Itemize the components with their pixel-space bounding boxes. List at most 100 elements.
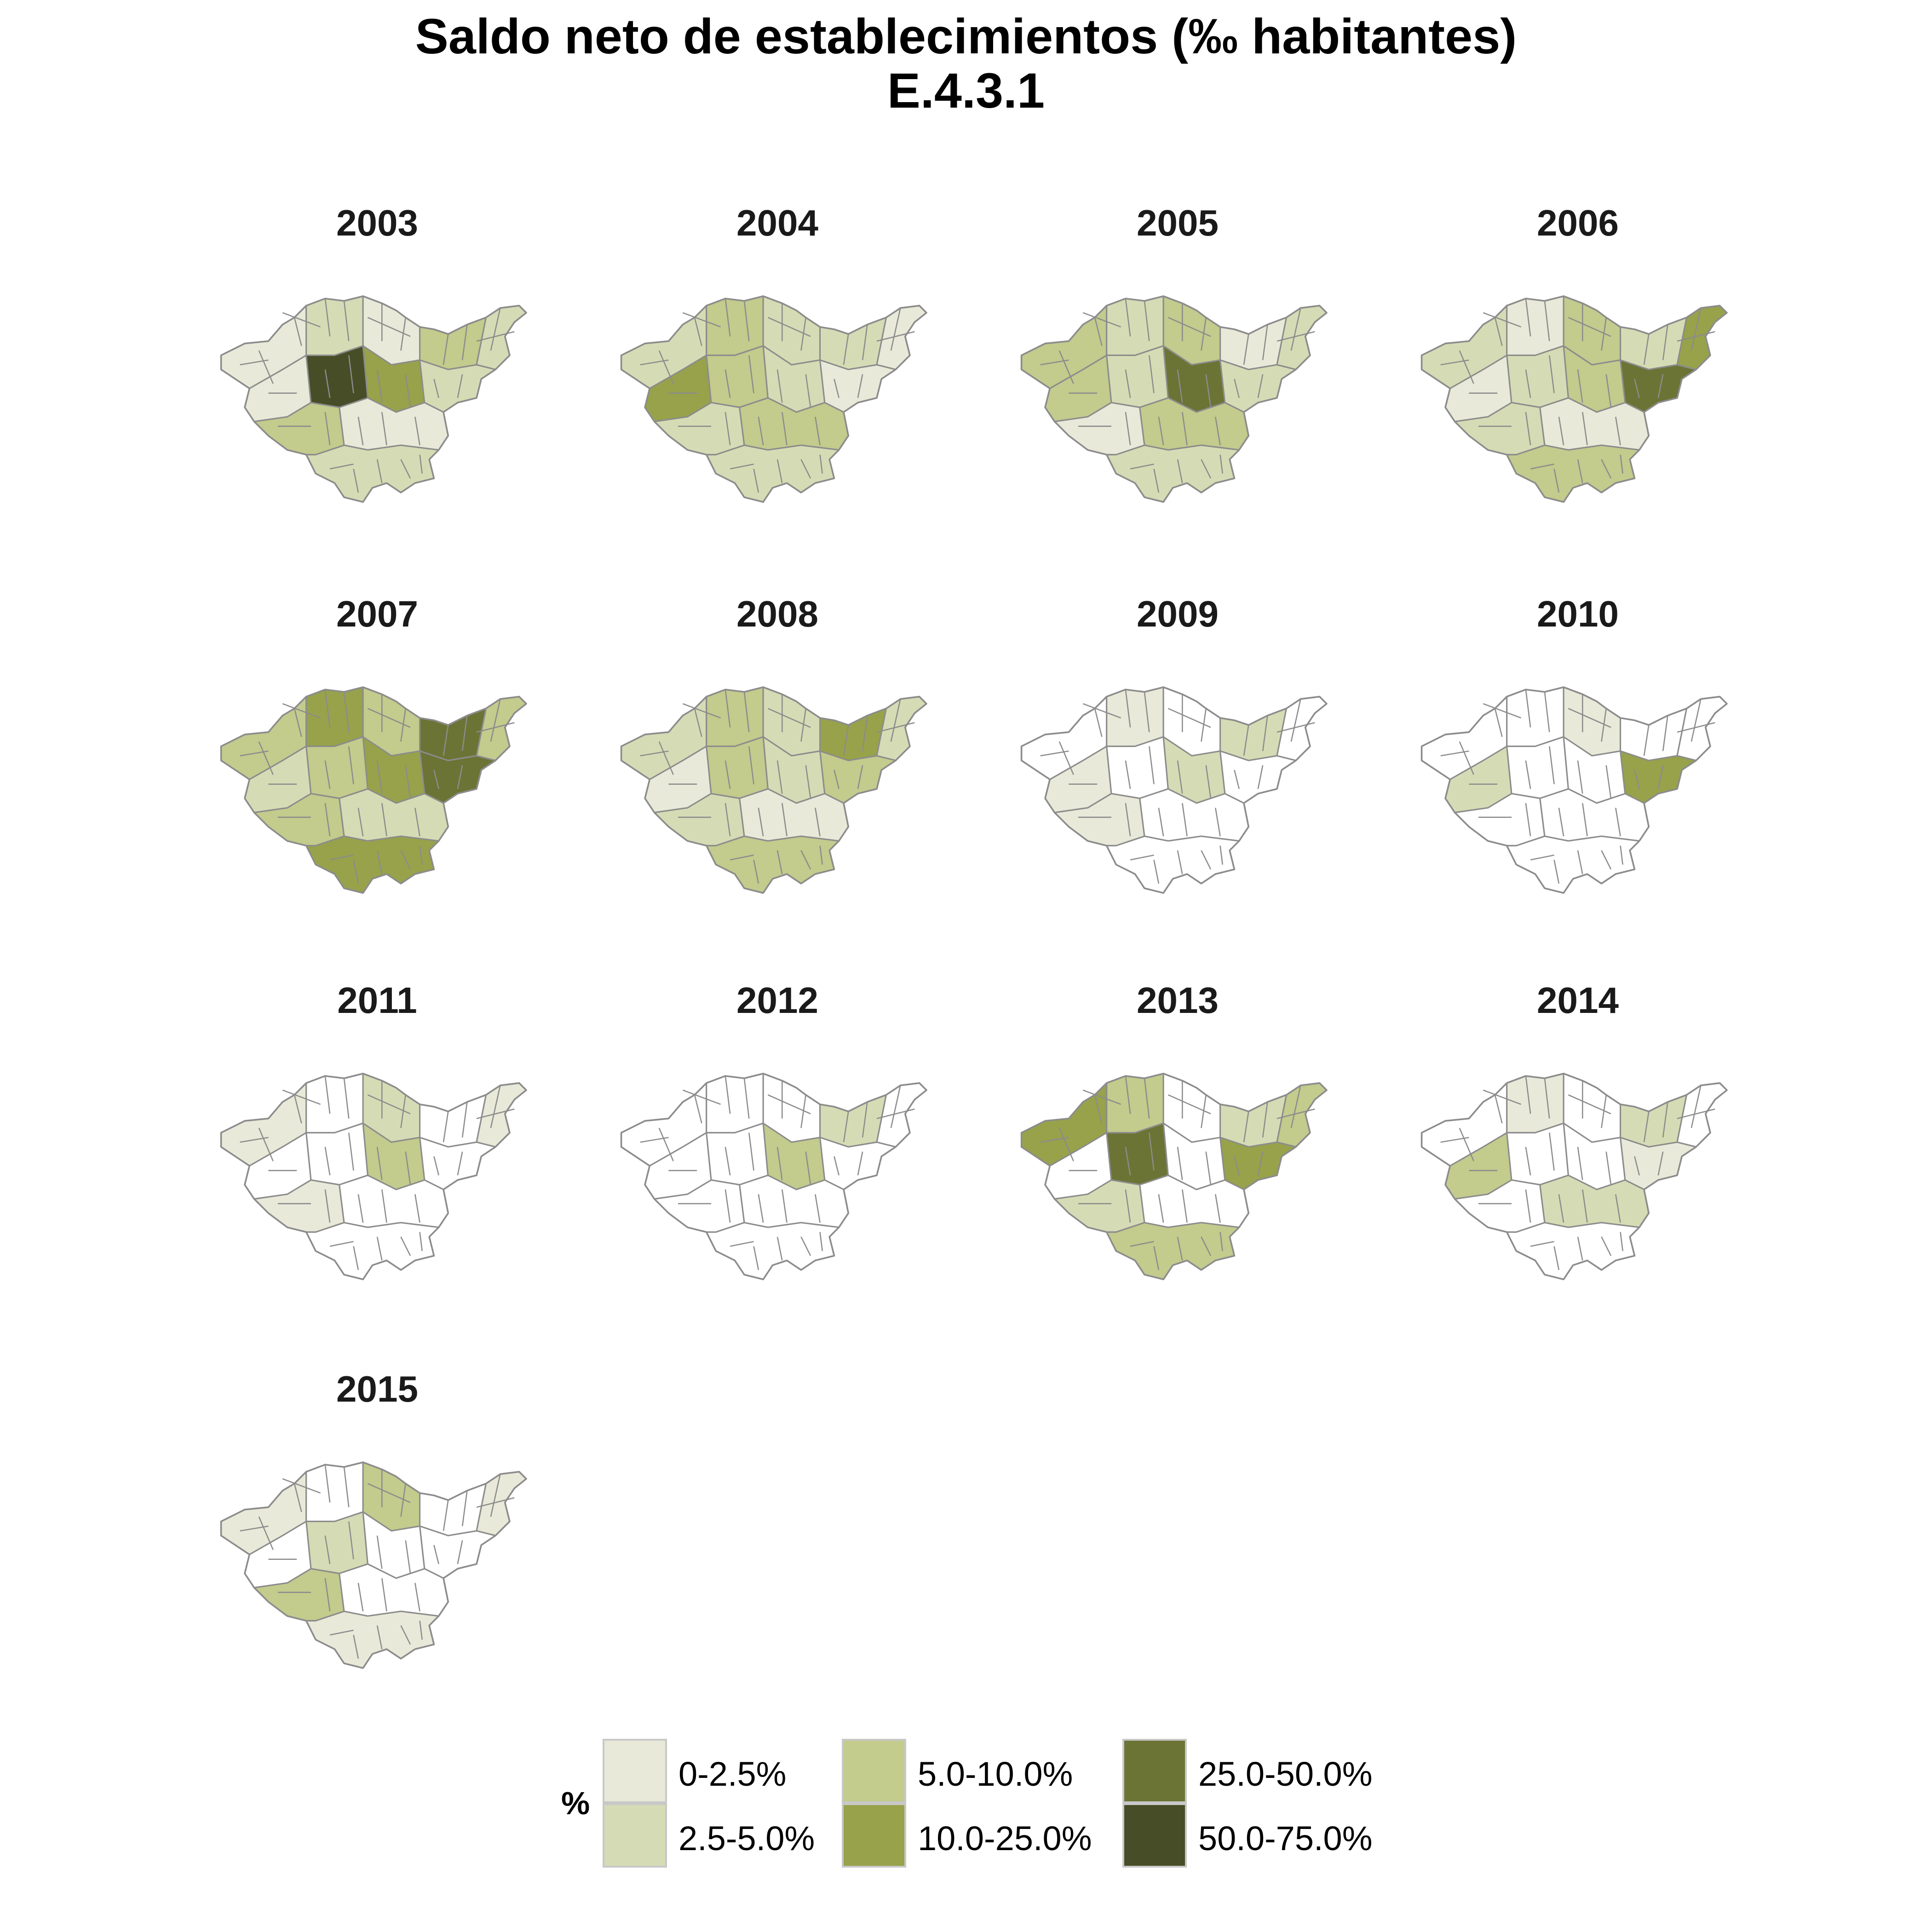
panel-year-label: 2005 bbox=[1137, 202, 1219, 243]
municipality-border bbox=[1234, 770, 1240, 789]
municipality-border bbox=[1153, 1246, 1160, 1270]
municipality-border bbox=[461, 715, 468, 751]
municipality-region bbox=[706, 345, 769, 408]
legend-swatch bbox=[603, 1739, 667, 1803]
municipality-border bbox=[1094, 1094, 1103, 1124]
municipality-border bbox=[730, 854, 754, 861]
municipality-border bbox=[400, 1483, 406, 1517]
municipality-border bbox=[376, 459, 383, 483]
municipality-border bbox=[1257, 765, 1264, 789]
municipality-border bbox=[1130, 463, 1154, 470]
municipality-border bbox=[890, 308, 901, 351]
municipality-border bbox=[1219, 845, 1223, 865]
municipality-border bbox=[682, 312, 721, 328]
municipality-border bbox=[1440, 1137, 1469, 1143]
municipality-border bbox=[490, 699, 501, 742]
municipality-border bbox=[1177, 760, 1183, 794]
legend-label: 0-2.5% bbox=[678, 1755, 787, 1793]
municipality-border bbox=[1243, 1111, 1249, 1143]
municipality-border bbox=[1605, 374, 1612, 408]
municipality-border bbox=[1483, 703, 1522, 719]
municipality-border bbox=[329, 1241, 354, 1247]
municipality-border bbox=[1601, 708, 1607, 742]
municipality-region bbox=[419, 316, 487, 370]
municipality-border bbox=[348, 1133, 354, 1171]
municipality-border bbox=[419, 1232, 423, 1251]
municipality-border bbox=[1144, 300, 1150, 341]
municipality-border bbox=[461, 1490, 468, 1526]
municipality-border bbox=[1677, 722, 1715, 733]
municipality-border bbox=[353, 469, 359, 493]
municipality-border bbox=[443, 724, 449, 756]
municipality-border bbox=[800, 459, 811, 479]
municipality-border bbox=[724, 369, 731, 398]
municipality-border bbox=[414, 1582, 420, 1612]
municipality-border bbox=[1568, 1094, 1611, 1115]
municipality-region bbox=[1506, 1222, 1640, 1280]
municipality-border bbox=[329, 854, 354, 861]
municipality-border bbox=[419, 1621, 423, 1640]
municipality-border bbox=[1601, 459, 1612, 479]
municipality-border bbox=[324, 298, 331, 337]
municipality-border bbox=[490, 1474, 501, 1517]
municipality-region bbox=[419, 1137, 496, 1190]
panel-year-label: 2015 bbox=[336, 1368, 418, 1409]
municipality-border bbox=[1568, 316, 1611, 337]
municipality-border bbox=[1130, 1241, 1154, 1247]
municipality-border bbox=[324, 412, 331, 446]
municipality-region bbox=[1106, 686, 1164, 747]
municipality-border bbox=[767, 707, 811, 728]
municipality-border bbox=[400, 459, 411, 479]
municipality-border bbox=[443, 334, 449, 365]
municipality-border bbox=[1234, 379, 1240, 398]
municipality-border bbox=[1494, 317, 1503, 346]
panel-year-label: 2012 bbox=[736, 980, 818, 1021]
municipality-map bbox=[1020, 1073, 1328, 1281]
municipality-border bbox=[724, 803, 731, 837]
municipality-border bbox=[658, 350, 674, 384]
municipality-region bbox=[305, 295, 364, 356]
province-outline bbox=[1020, 686, 1328, 894]
municipality-border bbox=[724, 760, 731, 789]
panel-year-label: 2014 bbox=[1537, 980, 1619, 1021]
municipality-region bbox=[1276, 305, 1328, 370]
municipality-border bbox=[457, 374, 463, 398]
municipality-region bbox=[706, 736, 769, 799]
municipality-border bbox=[640, 359, 669, 366]
municipality-border bbox=[1125, 298, 1131, 337]
municipality-border bbox=[682, 1089, 721, 1105]
municipality-border bbox=[805, 765, 811, 799]
municipality-border bbox=[1177, 1236, 1183, 1261]
municipality-border bbox=[400, 708, 406, 742]
municipality-border bbox=[776, 760, 783, 794]
municipality-border bbox=[876, 722, 915, 733]
municipality-region bbox=[1106, 1222, 1240, 1280]
municipality-border bbox=[1201, 708, 1207, 742]
municipality-border bbox=[1130, 854, 1154, 861]
municipality-map bbox=[1420, 295, 1728, 503]
municipality-border bbox=[1234, 1156, 1240, 1176]
legend-swatch bbox=[1122, 1803, 1187, 1868]
municipality-region bbox=[706, 295, 764, 356]
municipality-border bbox=[819, 845, 823, 865]
municipality-border bbox=[640, 1137, 669, 1143]
municipality-border bbox=[1158, 807, 1164, 837]
municipality-border bbox=[800, 317, 806, 351]
municipality-border bbox=[1525, 689, 1531, 728]
municipality-border bbox=[1177, 459, 1183, 483]
municipality-border bbox=[724, 412, 731, 446]
chart-title: Saldo neto de establecimientos (‰ habita… bbox=[0, 9, 1932, 118]
municipality-region bbox=[419, 1525, 496, 1579]
municipality-region bbox=[1676, 1082, 1728, 1148]
municipality-border bbox=[730, 463, 754, 470]
map-panel-2004: 2004 bbox=[612, 202, 943, 552]
municipality-border bbox=[758, 1194, 764, 1223]
municipality-border bbox=[1494, 708, 1503, 737]
municipality-border bbox=[457, 765, 463, 789]
municipality-border bbox=[1182, 1189, 1188, 1223]
municipality-border bbox=[1125, 369, 1131, 398]
municipality-border bbox=[1577, 760, 1583, 794]
municipality-border bbox=[1459, 350, 1474, 384]
municipality-border bbox=[1215, 807, 1221, 837]
municipality-border bbox=[1082, 1089, 1121, 1105]
